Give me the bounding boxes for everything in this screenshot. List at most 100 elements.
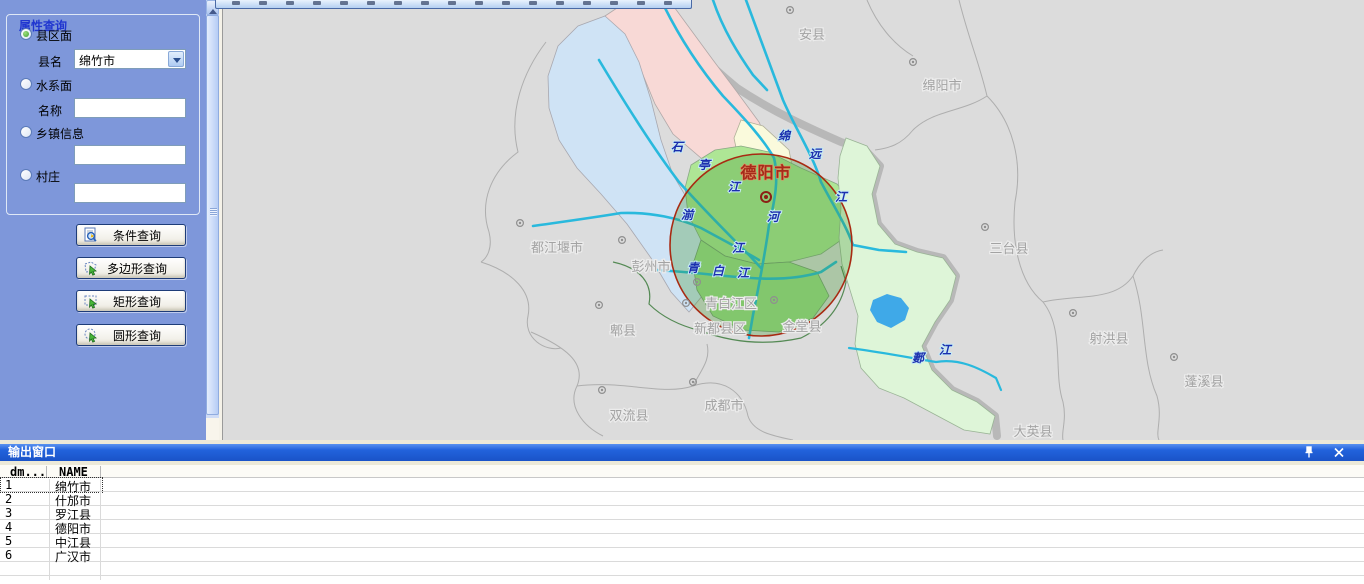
zoom-in-icon[interactable]	[340, 1, 348, 5]
panel-scrollbar[interactable]	[206, 0, 219, 418]
cell-dm: 5	[5, 534, 13, 548]
radio-water-area[interactable]	[20, 78, 32, 90]
radio-water-area-label: 水系面	[36, 79, 73, 93]
water-name-input[interactable]	[74, 98, 186, 118]
table-row[interactable]: 4 德阳市	[0, 520, 1364, 536]
cell-name: 德阳市	[55, 522, 92, 536]
map-canvas[interactable]: 安县 绵阳市 三台县 射洪县 蓬溪县 大英县 都江堰市 彭州市 郫县 新都县区 青白江区 金堂县 成都市…	[222, 0, 1364, 441]
radio-township-info[interactable]	[20, 126, 32, 138]
table-row[interactable]: 1 绵竹市	[0, 477, 1364, 494]
city-label: 成都市	[704, 398, 743, 413]
scale-icon[interactable]	[313, 1, 321, 5]
rivers	[531, 0, 1003, 392]
river-mianyuan-west	[662, 4, 778, 340]
river-label-char: 石	[671, 140, 685, 154]
city-label: 都江堰市	[531, 240, 583, 255]
city-label: 三台县	[989, 241, 1028, 256]
column-header-name[interactable]: NAME	[59, 465, 88, 479]
region-zhongjiang[interactable]	[837, 137, 996, 435]
layers-icon[interactable]	[637, 1, 645, 5]
radio-county-area[interactable]	[20, 28, 32, 40]
cell-name: 什邡市	[55, 494, 92, 508]
identify-icon[interactable]	[610, 1, 618, 5]
town-marker-icon	[597, 386, 606, 395]
circle-query-button[interactable]: 圆形查询	[76, 324, 186, 346]
circle-query-label: 圆形查询	[112, 328, 161, 343]
river-jianjiang	[531, 211, 761, 262]
county-combobox[interactable]: 绵竹市	[74, 49, 186, 69]
chevron-down-icon[interactable]	[168, 51, 184, 67]
pin-icon[interactable]	[1302, 446, 1316, 459]
table-row[interactable]	[0, 562, 1364, 576]
grid-ruler-icon[interactable]	[286, 1, 294, 5]
result-grid[interactable]: dm... NAME 1 绵竹市 2 什邡市 3 罗江县 4 德阳市 5 中江县 6 广汉市	[0, 465, 1364, 584]
table-row[interactable]: 5 中江县	[0, 534, 1364, 550]
village-input[interactable]	[74, 183, 186, 203]
polygon-query-button[interactable]: 多边形查询	[76, 257, 186, 279]
column-divider[interactable]	[46, 466, 47, 477]
cell-name: 广汉市	[55, 550, 92, 564]
ruler-icon[interactable]	[259, 1, 267, 5]
river-label-char: 绵	[778, 129, 792, 143]
rectangle-query-label: 矩形查询	[112, 294, 161, 309]
city-label: 射洪县	[1089, 331, 1128, 346]
town-marker-icon	[594, 301, 603, 310]
column-header-dm[interactable]: dm...	[10, 465, 47, 479]
polygon-select-icon	[84, 261, 97, 276]
table-row[interactable]: 2 什邡市	[0, 492, 1364, 508]
city-label: 大英县	[1013, 424, 1052, 439]
forward-icon[interactable]	[556, 1, 564, 5]
back-icon[interactable]	[529, 1, 537, 5]
condition-query-button[interactable]: 条件查询	[76, 224, 186, 246]
circle-select-icon	[84, 328, 97, 343]
river-label-char: 江	[939, 343, 953, 357]
fixed-zoom-in-icon[interactable]	[448, 1, 456, 5]
radio-township-info-label: 乡镇信息	[36, 127, 85, 141]
output-window-titlebar[interactable]: 输出窗口	[0, 444, 1364, 461]
radio-village-label: 村庄	[36, 170, 61, 184]
table-row[interactable]: 3 罗江县	[0, 506, 1364, 522]
county-combobox-value: 绵竹市	[79, 54, 116, 68]
selected-city-label: 德阳市	[740, 163, 791, 182]
zoom-window-icon[interactable]	[394, 1, 402, 5]
region-shifang[interactable]	[547, 15, 722, 313]
column-divider[interactable]	[100, 466, 101, 477]
city-label: 青白江区	[705, 296, 757, 311]
township-input[interactable]	[74, 145, 186, 165]
town-marker-icon	[1169, 353, 1178, 362]
map-toolbar[interactable]	[215, 0, 692, 9]
fixed-zoom-out-icon[interactable]	[475, 1, 483, 5]
town-marker-icon	[692, 278, 701, 287]
table-row[interactable]	[0, 576, 1364, 584]
grid-vertical-line	[49, 479, 50, 580]
town-marker-icon	[769, 296, 778, 305]
river-label-char: 江	[732, 241, 746, 255]
refresh-icon[interactable]	[664, 1, 672, 5]
zoom-out-icon[interactable]	[367, 1, 375, 5]
deyang-capital-marker	[760, 191, 772, 203]
town-marker-icon	[1068, 309, 1077, 318]
radio-village[interactable]	[20, 169, 32, 181]
condition-query-label: 条件查询	[112, 228, 161, 243]
river-label-char: 河	[767, 210, 782, 224]
select-icon[interactable]	[583, 1, 591, 5]
selection-circle[interactable]	[669, 153, 853, 337]
zoom-full-icon[interactable]	[421, 1, 429, 5]
pan-icon[interactable]	[232, 1, 240, 5]
name-field-label: 名称	[38, 104, 63, 118]
close-icon[interactable]	[1332, 446, 1346, 459]
county-borders	[480, 0, 1164, 441]
output-window-top-strip	[0, 440, 1364, 444]
river-shitingjiang	[597, 58, 763, 270]
river-label-char: 江	[737, 266, 751, 280]
output-window-gap	[0, 461, 1364, 465]
table-row[interactable]: 6 广汉市	[0, 548, 1364, 564]
scrollbar-thumb[interactable]	[206, 15, 219, 415]
cell-dm: 6	[5, 548, 13, 562]
district-boundary	[612, 261, 847, 343]
rectangle-query-button[interactable]: 矩形查询	[76, 290, 186, 312]
result-grid-header[interactable]: dm... NAME	[0, 465, 1364, 479]
pan-hand-icon[interactable]	[502, 1, 510, 5]
